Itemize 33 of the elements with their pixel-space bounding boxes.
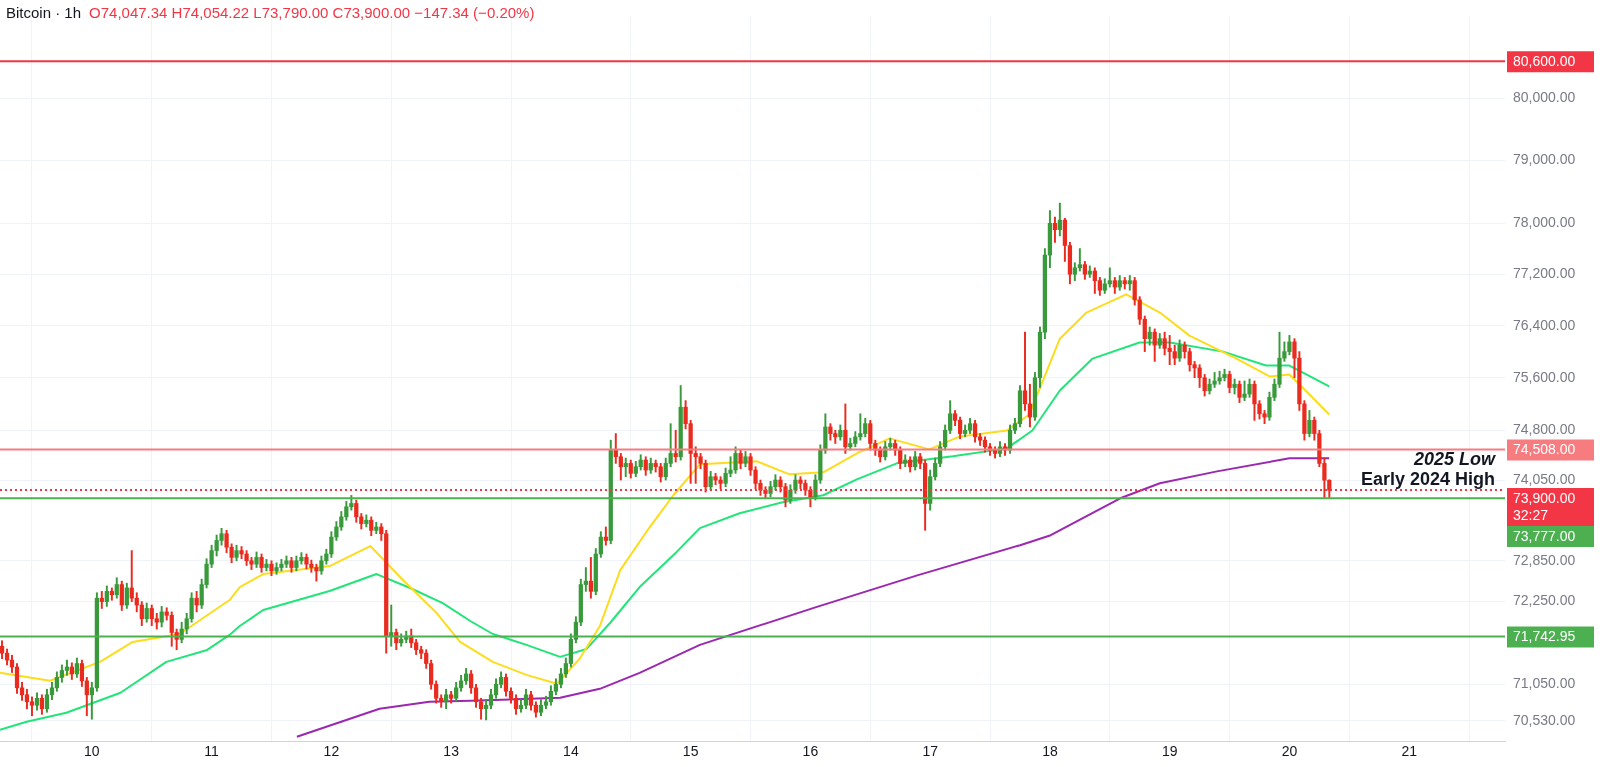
y-tick-label: 80,000.00 xyxy=(1513,89,1576,106)
y-tick-label: 77,200.00 xyxy=(1513,265,1576,282)
ref-line-label: 73,777.00 xyxy=(1513,527,1576,544)
y-tick-label: 74,800.00 xyxy=(1513,421,1576,438)
y-tick-label: 75,600.00 xyxy=(1513,368,1576,385)
x-tick-label: 19 xyxy=(1161,743,1178,760)
x-tick-label: 10 xyxy=(84,743,100,760)
x-tick-label: 14 xyxy=(563,743,579,760)
x-tick-label: 20 xyxy=(1281,743,1298,760)
y-tick-label: 79,000.00 xyxy=(1513,151,1576,168)
annotation: Early 2024 High xyxy=(1360,469,1495,490)
y-tick-label: 71,050.00 xyxy=(1513,675,1576,692)
y-tick-label: 72,250.00 xyxy=(1513,592,1576,609)
x-tick-label: 11 xyxy=(204,743,220,760)
x-tick-label: 16 xyxy=(802,743,819,760)
chart-title: Bitcoin · 1h xyxy=(6,4,82,21)
x-tick-label: 17 xyxy=(922,743,939,760)
x-tick-label: 13 xyxy=(443,743,460,760)
x-tick-label: 18 xyxy=(1042,743,1058,760)
y-tick-label: 70,530.00 xyxy=(1513,711,1576,728)
y-tick-label: 76,400.00 xyxy=(1513,316,1576,333)
x-tick-label: 15 xyxy=(682,743,699,760)
y-tick-label: 74,050.00 xyxy=(1513,470,1576,487)
ref-line-label: 73,900.00 32:27 xyxy=(1513,489,1576,523)
x-tick-label: 21 xyxy=(1401,743,1418,760)
annotation: 2025 Low xyxy=(1412,449,1496,470)
y-tick-label: 78,000.00 xyxy=(1513,214,1576,231)
ref-line-label: 71,742.95 xyxy=(1513,628,1576,645)
x-tick-label: 12 xyxy=(323,743,340,760)
chart-subtitle: O74,047.34 H74,054.22 L73,790.00 C73,900.00 −147.34 (−0.20%) xyxy=(89,4,535,21)
ref-line-label: 74,508.00 xyxy=(1513,441,1576,458)
ref-line-label: 80,600.00 xyxy=(1513,53,1576,70)
y-tick-label: 72,850.00 xyxy=(1513,551,1576,568)
